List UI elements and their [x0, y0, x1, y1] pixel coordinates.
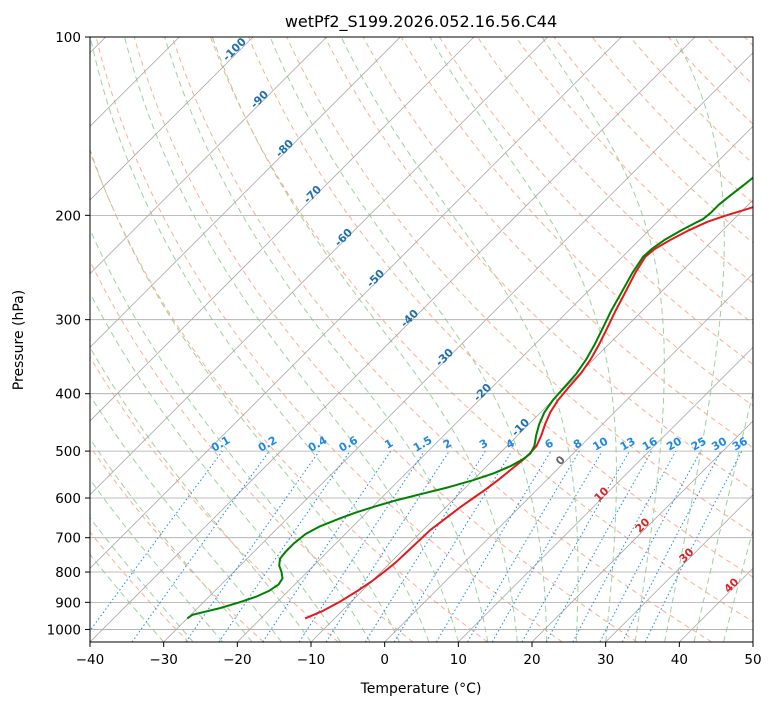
y-tick-label: 800	[55, 565, 81, 581]
y-tick-label: 600	[55, 491, 81, 507]
isotherm-line	[163, 52, 753, 642]
dry-adiabat-line	[90, 356, 339, 642]
x-axis-ticks: −40 −30 −20 −10 0 10 20 30 40 50	[76, 642, 762, 668]
y-tick-label: 400	[55, 387, 81, 403]
mixing-ratio-line	[521, 450, 630, 642]
dewpoint-series-line	[186, 176, 753, 620]
isotherms	[90, 37, 753, 642]
y-tick-label: 900	[55, 595, 81, 611]
isotherm-line	[90, 37, 327, 275]
x-tick-label: 20	[523, 652, 540, 668]
moist-adiabat-line	[269, 37, 548, 642]
dry-adiabat-line	[90, 531, 190, 642]
mixing-ratio-line	[572, 450, 677, 642]
dry-adiabat-line	[133, 37, 638, 642]
dry-adiabat-line	[248, 37, 753, 578]
mixing-ratio-line	[90, 450, 223, 632]
mixing-ratio-line	[545, 450, 653, 642]
y-axis-label: Pressure (hPa)	[11, 290, 27, 390]
moist-adiabat-line	[693, 390, 753, 642]
moist-adiabat-line	[211, 37, 518, 642]
isotherm-line	[531, 420, 753, 642]
mixing-ratio-line	[131, 450, 270, 642]
moist-adiabat-line	[723, 528, 753, 642]
y-tick-label: 200	[55, 208, 81, 224]
dry-adiabat-line	[515, 37, 753, 284]
isotherm-line	[310, 199, 753, 642]
x-tick-label: 40	[671, 652, 688, 668]
dry-adiabat-line	[210, 37, 753, 623]
x-tick-label: −20	[223, 652, 252, 668]
x-tick-label: 0	[380, 652, 389, 668]
sounding-series	[186, 176, 753, 620]
isotherm-line	[90, 37, 622, 569]
isotherm-line	[90, 37, 548, 496]
moist-adiabat-line	[90, 553, 165, 642]
temperature-series-line	[304, 206, 753, 620]
isotherm-line	[458, 346, 753, 642]
moist-adiabat-line	[429, 37, 617, 642]
mixing-ratio-line	[262, 450, 392, 642]
mixing-ratio-line	[644, 450, 743, 642]
moist-adiabat-line	[90, 516, 194, 642]
y-tick-label: 700	[55, 531, 81, 547]
mixing-ratio-line	[185, 450, 320, 642]
moist-adiabat-line	[340, 37, 579, 642]
chart-title: wetPf2_S199.2026.052.16.56.C44	[285, 12, 557, 32]
moist-adiabat-line	[90, 37, 430, 642]
mixing-ratio-line	[393, 450, 513, 642]
dry-adiabat-line	[438, 37, 753, 366]
isotherm-line	[90, 37, 696, 642]
y-tick-label: 300	[55, 313, 81, 329]
plot-frame	[89, 36, 754, 643]
isotherm-line	[90, 37, 254, 201]
isotherm-line	[605, 494, 753, 642]
moist-adiabat-line	[90, 438, 253, 642]
moist-adiabat-line	[664, 37, 725, 642]
y-tick-label: 500	[55, 444, 81, 460]
mixing-ratio-line	[218, 450, 351, 642]
y-axis-ticks: 1000 900 800 700 600 500 400 300 200 100	[47, 30, 90, 638]
mixing-ratio-line	[325, 450, 450, 642]
moist-adiabat-line	[124, 37, 459, 642]
moist-adiabat-line	[90, 148, 400, 642]
dry-adiabat-line	[95, 37, 563, 642]
mixing-ratio-lines	[90, 450, 743, 642]
dry-adiabat-line	[171, 37, 712, 642]
x-tick-label: 10	[450, 652, 467, 668]
isotherm-line	[90, 37, 475, 422]
moist-adiabat-line	[90, 292, 341, 642]
dry-adiabat-line	[90, 150, 488, 642]
y-tick-label: 100	[55, 30, 81, 46]
x-axis-label: Temperature (°C)	[360, 681, 482, 697]
isotherm-line	[90, 37, 401, 348]
dry-adiabat-line	[90, 445, 264, 642]
x-tick-label: 50	[744, 652, 761, 668]
mixing-ratio-line	[298, 450, 425, 642]
y-tick-label: 1000	[47, 622, 81, 638]
x-tick-label: −30	[149, 652, 178, 668]
moist-adiabat-line	[90, 478, 223, 642]
moist-adiabat-line	[90, 228, 371, 642]
isotherm-line	[237, 125, 753, 642]
x-tick-label: −40	[76, 652, 105, 668]
dry-adiabat-line	[400, 37, 753, 407]
plot-area: 0.1 0.2 0.4 0.6 1 1.5 2 3 4 6 8 10 13 16 20 25 30 36-100-…	[90, 37, 753, 642]
x-tick-label: −10	[297, 652, 326, 668]
isotherm-line	[384, 273, 753, 642]
moist-adiabat-line	[541, 37, 665, 642]
x-tick-label: 30	[597, 652, 614, 668]
